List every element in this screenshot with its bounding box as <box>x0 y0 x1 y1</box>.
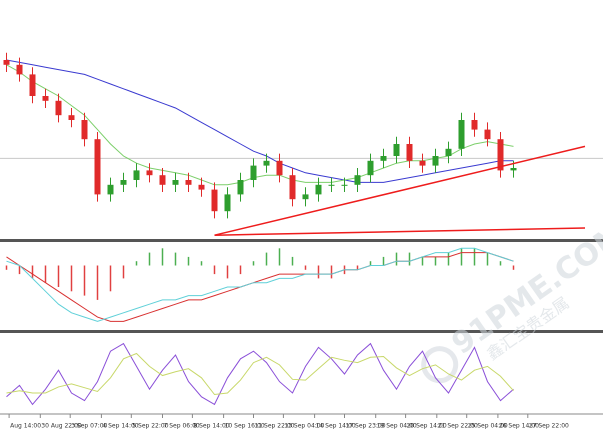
candle-body <box>146 170 153 176</box>
candle-body <box>458 120 465 149</box>
x-tick-label: 14 Sep 14:00 <box>316 423 356 430</box>
x-tick-label: 21 Sep 22:00 <box>438 423 478 430</box>
candle-body <box>55 100 62 116</box>
x-tick-label: Aug 14:00 <box>10 423 41 430</box>
x-tick-label: 27 Sep 22:00 <box>529 423 569 430</box>
panel-separator <box>0 239 603 242</box>
candle-body <box>94 139 101 195</box>
candle-body <box>29 74 36 96</box>
indicator-line <box>6 64 514 186</box>
candle-body <box>341 184 348 186</box>
candle-body <box>16 64 23 75</box>
candle-body <box>172 180 179 185</box>
candle-body <box>445 148 452 156</box>
indicator-line <box>6 342 514 406</box>
candle-body <box>81 120 88 140</box>
watermark-logo <box>421 346 459 384</box>
candle-body <box>302 194 309 200</box>
candle-body <box>263 160 270 166</box>
candle-body <box>432 156 439 166</box>
candle-body <box>211 189 218 212</box>
indicator-line <box>6 59 514 183</box>
x-tick-label: 30 Aug 22:00 <box>41 423 82 430</box>
candle-body <box>276 160 283 176</box>
candle-body <box>237 180 244 195</box>
x-tick-label: 3 Sep 07:00 <box>71 423 107 430</box>
candle-body <box>419 160 426 166</box>
x-tick-label: 13 Sep 04:00 <box>284 423 324 430</box>
candle-body <box>289 175 296 200</box>
indicator-line <box>6 247 514 322</box>
candle-body <box>198 184 205 190</box>
candle-body <box>471 120 478 130</box>
x-tick-label: 20 Sep 14:00 <box>407 423 447 430</box>
x-tick-label: 11 Sep 22:00 <box>255 423 295 430</box>
candle-body <box>354 175 361 185</box>
candle-body <box>107 184 114 195</box>
candle-body <box>510 168 517 171</box>
candle-body <box>68 115 75 120</box>
x-tick-label: 19 Sep 04:00 <box>377 423 417 430</box>
candle-body <box>484 129 491 140</box>
panel-separator <box>0 330 603 333</box>
x-tick-label: 5 Sep 22:00 <box>132 423 168 430</box>
x-tick-label: 10 Sep 16:00 <box>225 423 265 430</box>
candle-body <box>393 144 400 156</box>
candle-body <box>120 180 127 185</box>
candle-body <box>42 96 49 101</box>
x-tick-label: 8 Sep 14:00 <box>193 423 229 430</box>
candle-body <box>406 144 413 161</box>
indicator-line <box>6 352 514 396</box>
candle-body <box>328 184 335 186</box>
x-tick-label: 7 Sep 06:00 <box>164 423 200 430</box>
x-tick-label: 4 Sep 14:00 <box>102 423 138 430</box>
candle-body <box>185 180 192 185</box>
trendline <box>214 145 586 236</box>
candle-body <box>3 60 10 65</box>
x-tick-label: 26 Sep 14:00 <box>499 423 539 430</box>
candle-body <box>315 184 322 195</box>
candle-body <box>367 160 374 176</box>
candle-body <box>497 139 504 171</box>
indicator-line <box>6 252 514 322</box>
x-tick-label: 17 Sep 23:00 <box>346 423 386 430</box>
candle-body <box>224 194 231 212</box>
candle-body <box>159 175 166 185</box>
x-tick-label: 25 Sep 04:00 <box>468 423 508 430</box>
trendline <box>214 227 586 236</box>
candle-body <box>250 165 257 180</box>
candle-body <box>380 156 387 161</box>
candle-body <box>133 170 140 180</box>
